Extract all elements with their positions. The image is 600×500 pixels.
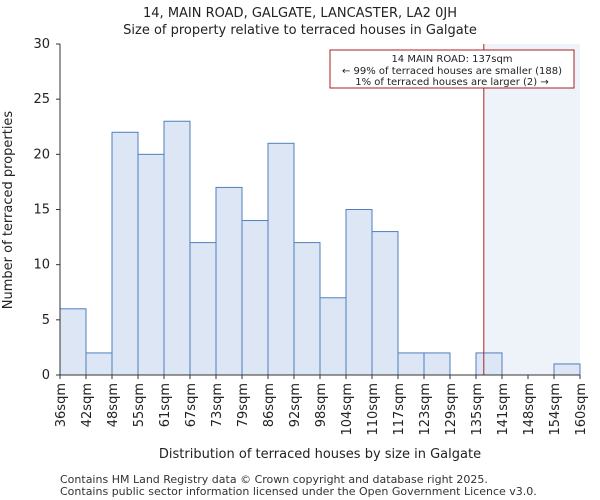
x-tick-label-42sqm: 42sqm: [80, 383, 95, 427]
annotation-line-3: 1% of terraced houses are larger (2) →: [355, 77, 549, 88]
bar-79sqm: [241, 220, 269, 376]
bar-92sqm: [293, 242, 321, 376]
x-tick-label-129sqm: 129sqm: [444, 383, 459, 436]
bar-48sqm: [111, 131, 139, 376]
x-tick-label-117sqm: 117sqm: [392, 383, 407, 436]
y-ticks: 0 5 10 15 20 25 30: [33, 37, 60, 383]
bar-61sqm: [163, 120, 191, 376]
bar-67sqm: [189, 242, 217, 376]
annotation-box: 14 MAIN ROAD: 137sqm ← 99% of terraced h…: [329, 49, 575, 89]
annotation-line-2: ← 99% of terraced houses are smaller (18…: [342, 66, 562, 77]
x-tick-label-135sqm: 135sqm: [470, 383, 485, 436]
x-tick-label-104sqm: 104sqm: [340, 383, 355, 436]
annotation-box-background: [329, 49, 575, 89]
x-tick-label-61sqm: 61sqm: [158, 383, 173, 427]
chart-title-line-1: 14, MAIN ROAD, GALGATE, LANCASTER, LA2 0…: [143, 6, 457, 21]
bar-154sqm: [553, 363, 581, 376]
bar-86sqm: [267, 142, 295, 376]
x-tick-label-160sqm: 160sqm: [574, 383, 589, 436]
x-tick-label-123sqm: 123sqm: [418, 383, 433, 436]
x-tick-label-98sqm: 98sqm: [314, 383, 329, 427]
bar-55sqm: [137, 153, 165, 376]
bar-123sqm: [423, 352, 451, 376]
bar-73sqm: [215, 186, 243, 376]
y-tick-label-10: 10: [33, 258, 50, 273]
y-tick-label-5: 5: [42, 313, 50, 328]
x-ticks: 36sqm 42sqm 48sqm 55sqm 61sqm 67sqm 73sqm 79sqm…: [54, 375, 589, 436]
highlight-region: [483, 44, 580, 375]
y-axis-label: Number of terraced properties: [1, 111, 16, 310]
x-axis-label: Distribution of terraced houses by size …: [159, 447, 481, 462]
y-tick-label-15: 15: [33, 203, 50, 218]
bar-104sqm: [345, 209, 373, 376]
x-tick-label-67sqm: 67sqm: [184, 383, 199, 427]
x-tick-label-48sqm: 48sqm: [106, 383, 121, 427]
x-tick-label-154sqm: 154sqm: [548, 383, 563, 436]
bar-98sqm: [319, 297, 347, 376]
annotation-line-1: 14 MAIN ROAD: 137sqm: [391, 54, 512, 65]
bar-110sqm: [371, 231, 399, 376]
bars-layer: [59, 120, 581, 376]
y-tick-label-25: 25: [33, 92, 50, 107]
bar-135sqm: [475, 352, 503, 376]
x-tick-label-79sqm: 79sqm: [236, 383, 251, 427]
x-tick-label-110sqm: 110sqm: [366, 383, 381, 436]
highlight-layer: [483, 44, 580, 375]
y-tick-label-30: 30: [33, 37, 50, 52]
footer-line-2: Contains public sector information licen…: [60, 485, 537, 498]
bar-42sqm: [85, 352, 113, 376]
x-tick-label-86sqm: 86sqm: [262, 383, 277, 427]
x-tick-label-36sqm: 36sqm: [54, 383, 69, 427]
bar-117sqm: [397, 352, 425, 376]
y-tick-label-20: 20: [33, 147, 50, 162]
footer-line-1: Contains HM Land Registry data © Crown c…: [60, 473, 488, 486]
bar-36sqm: [59, 308, 87, 376]
y-tick-label-0: 0: [42, 368, 50, 383]
x-tick-label-55sqm: 55sqm: [132, 383, 147, 427]
x-tick-label-148sqm: 148sqm: [522, 383, 537, 436]
chart-title-line-2: Size of property relative to terraced ho…: [123, 23, 477, 38]
x-tick-label-141sqm: 141sqm: [496, 383, 511, 436]
x-tick-label-92sqm: 92sqm: [288, 383, 303, 427]
x-tick-label-73sqm: 73sqm: [210, 383, 225, 427]
